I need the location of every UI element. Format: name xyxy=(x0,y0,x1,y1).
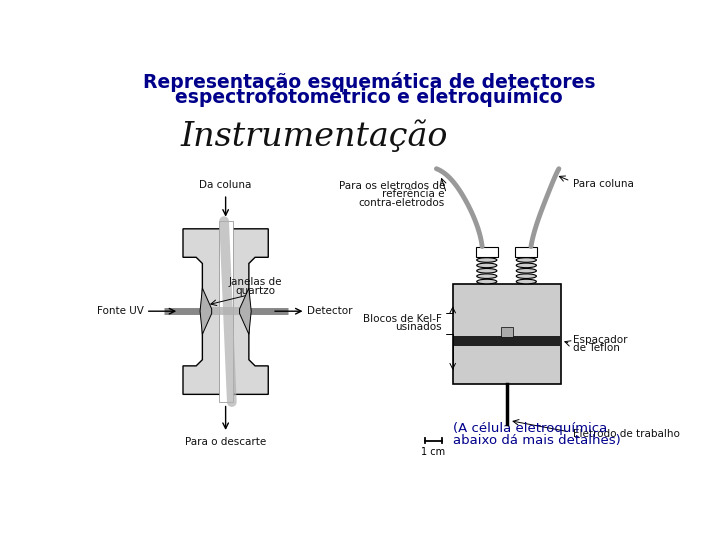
FancyBboxPatch shape xyxy=(202,307,249,315)
Text: de Teflon: de Teflon xyxy=(573,343,620,353)
Text: Da coluna: Da coluna xyxy=(199,180,252,190)
Text: Representação esquemática de detectores: Representação esquemática de detectores xyxy=(143,72,595,92)
Text: 1 cm: 1 cm xyxy=(421,448,446,457)
Text: Para os eletrodos de: Para os eletrodos de xyxy=(338,181,445,191)
Ellipse shape xyxy=(477,258,497,262)
FancyBboxPatch shape xyxy=(516,247,537,257)
Text: abaixo dá mais detalhes): abaixo dá mais detalhes) xyxy=(453,434,621,447)
Text: Instrumentação: Instrumentação xyxy=(181,120,449,153)
Text: Espaçador: Espaçador xyxy=(573,335,627,345)
Ellipse shape xyxy=(477,274,497,279)
FancyBboxPatch shape xyxy=(500,327,513,338)
Ellipse shape xyxy=(477,279,497,284)
Ellipse shape xyxy=(516,268,536,273)
Text: referência e: referência e xyxy=(382,189,445,199)
Ellipse shape xyxy=(477,268,497,273)
Ellipse shape xyxy=(477,263,497,268)
FancyBboxPatch shape xyxy=(219,221,233,402)
Ellipse shape xyxy=(516,274,536,279)
Ellipse shape xyxy=(516,263,536,268)
Polygon shape xyxy=(240,288,251,334)
Text: Janelas de: Janelas de xyxy=(228,277,282,287)
Text: (A célula eletroquímica: (A célula eletroquímica xyxy=(453,422,607,435)
Ellipse shape xyxy=(516,258,536,262)
Text: contra-eletrodos: contra-eletrodos xyxy=(359,198,445,207)
Polygon shape xyxy=(200,288,212,334)
Text: quartzo: quartzo xyxy=(235,286,275,296)
Text: usinados: usinados xyxy=(395,322,442,332)
FancyBboxPatch shape xyxy=(476,247,498,257)
Text: espectrofotométrico e eletroquímico: espectrofotométrico e eletroquímico xyxy=(175,87,563,107)
Text: Blocos de Kel-F: Blocos de Kel-F xyxy=(363,314,442,324)
FancyBboxPatch shape xyxy=(453,336,561,346)
Text: Para coluna: Para coluna xyxy=(573,179,634,189)
FancyBboxPatch shape xyxy=(453,284,561,384)
Text: Eletrodo de trabalho: Eletrodo de trabalho xyxy=(573,429,680,438)
Text: Fonte UV: Fonte UV xyxy=(97,306,144,316)
Text: Detector: Detector xyxy=(307,306,353,316)
Text: Para o descarte: Para o descarte xyxy=(185,437,266,448)
Polygon shape xyxy=(183,229,269,394)
Ellipse shape xyxy=(516,279,536,284)
